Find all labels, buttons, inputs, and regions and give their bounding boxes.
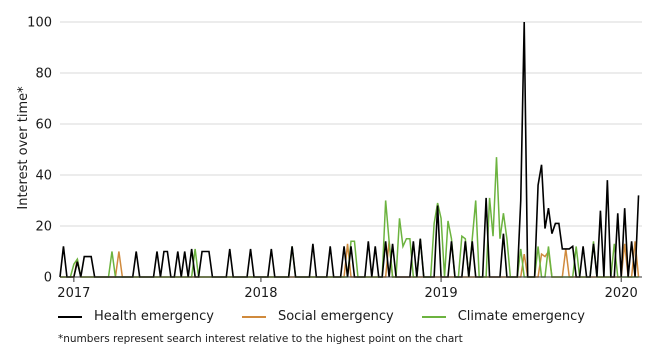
y-tick-label: 80 (35, 67, 52, 82)
legend-swatch-climate (421, 315, 446, 318)
x-tick-label: 2020 (605, 286, 638, 301)
x-tick-label: 2017 (57, 286, 90, 301)
legend: Health emergency Social emergency Climat… (58, 309, 585, 324)
series-line-health-emergency (59, 21, 640, 278)
y-tick-label: 20 (35, 220, 52, 235)
legend-label-health: Health emergency (94, 309, 214, 324)
x-axis-ticks: 2017 2018 2019 2020 (57, 277, 638, 301)
y-tick-label: 100 (27, 16, 52, 31)
y-tick-label: 0 (44, 271, 52, 286)
y-tick-label: 40 (35, 169, 52, 184)
legend-item-social: Social emergency (241, 309, 394, 324)
footnote: *numbers represent search interest relat… (58, 333, 463, 345)
legend-item-climate: Climate emergency (421, 309, 585, 324)
legend-item-health: Health emergency (58, 309, 214, 324)
legend-swatch-health (58, 315, 82, 318)
legend-label-climate: Climate emergency (457, 309, 585, 324)
x-tick-label: 2019 (425, 286, 458, 301)
series-lines (59, 21, 640, 278)
y-axis-ticks: 0 20 40 60 80 100 (27, 16, 52, 286)
x-tick-label: 2018 (244, 286, 277, 301)
y-axis-title: Interest over time* (16, 86, 31, 210)
legend-swatch-social (241, 315, 266, 318)
legend-label-social: Social emergency (277, 309, 394, 324)
y-tick-label: 60 (35, 118, 52, 133)
gridlines (60, 21, 642, 227)
